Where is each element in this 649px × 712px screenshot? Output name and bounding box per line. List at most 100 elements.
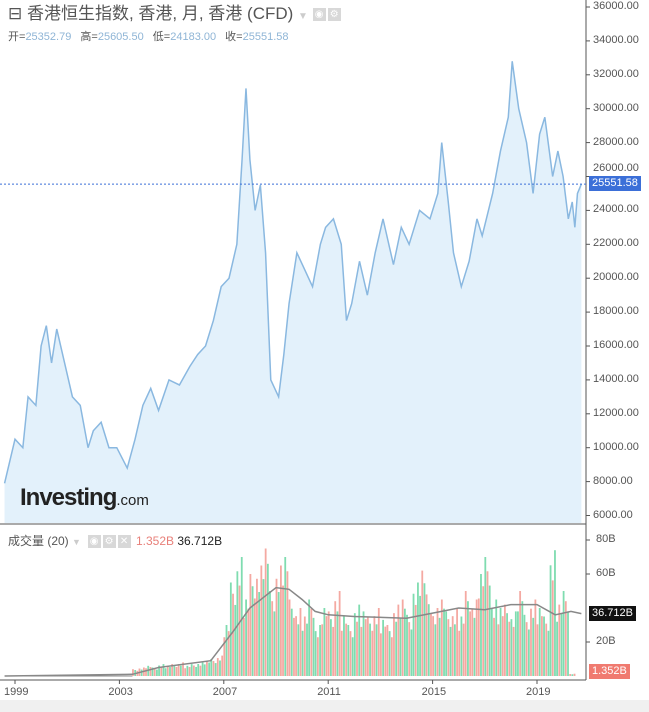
volume-bar [179, 665, 182, 676]
volume-bar [534, 599, 537, 676]
volume-bar [290, 608, 293, 676]
dropdown-icon[interactable]: ▼ [72, 537, 81, 547]
volume-bar [549, 565, 552, 676]
volume-bar [240, 557, 243, 676]
ohlc-readout: 开=25352.79 高=25605.50 低=24183.00 收=25551… [8, 31, 295, 44]
dropdown-icon[interactable]: ▼ [298, 11, 308, 22]
gear-icon[interactable]: ⚙ [102, 535, 116, 549]
price-tick-label: 18000.00 [593, 305, 639, 318]
gear-icon[interactable]: ⚙ [327, 8, 341, 22]
volume-bar [503, 604, 506, 676]
volume-bar [449, 626, 452, 676]
volume-bar [382, 619, 385, 676]
price-tick-label: 24000.00 [593, 203, 639, 216]
volume-bar [258, 592, 261, 676]
volume-bar [238, 585, 241, 676]
volume-bar [393, 613, 395, 676]
volume-bar [510, 619, 513, 676]
scrollbar [0, 700, 649, 712]
volume-bar [554, 550, 556, 676]
volume-bar [271, 601, 274, 676]
volume-bar [445, 611, 448, 676]
volume-bar [249, 574, 252, 676]
volume-bar [229, 582, 232, 676]
high-value: 25605.50 [97, 31, 144, 43]
volume-bar [188, 667, 191, 676]
volume-bar [395, 621, 398, 676]
volume-bar [303, 616, 306, 676]
volume-bar [316, 637, 319, 676]
volume-bar [562, 591, 565, 676]
price-tick-label: 10000.00 [593, 440, 639, 453]
volume-bar [456, 608, 458, 676]
volume-bar [190, 664, 193, 676]
volume-bar [521, 601, 524, 676]
volume-bar [158, 665, 160, 676]
volume-bar [490, 608, 493, 676]
volume-bar [227, 631, 230, 676]
volume-bar [388, 631, 391, 676]
collapse-icon[interactable]: ⊟ [8, 4, 27, 23]
volume-bar [145, 668, 147, 676]
volume-bar [480, 574, 482, 676]
volume-bar [132, 669, 134, 676]
symbol-title[interactable]: 香港恒生指数, 香港, 月, 香港 (CFD) [26, 4, 294, 23]
volume-title[interactable]: 成交量 (20) [8, 534, 69, 548]
volume-bar [221, 655, 224, 676]
volume-bar [203, 664, 206, 676]
volume-bar [332, 626, 335, 676]
volume-bar [186, 665, 189, 676]
volume-bar [366, 616, 369, 676]
volume-bar [384, 626, 387, 676]
eye-icon[interactable]: ◉ [312, 8, 326, 22]
volume-bar [216, 658, 219, 676]
volume-bar [514, 611, 517, 676]
volume-bar [551, 580, 554, 676]
price-tick-label: 34000.00 [593, 33, 639, 46]
volume-bar [156, 669, 158, 676]
volume-bar [301, 630, 304, 676]
volume-bar [462, 623, 465, 676]
volume-bar [334, 601, 337, 676]
eye-icon[interactable]: ◉ [87, 535, 101, 549]
volume-bar [219, 660, 221, 676]
time-tick-label: 2007 [212, 686, 238, 698]
volume-bar [336, 611, 339, 676]
close-icon[interactable]: ✕ [117, 535, 131, 549]
volume-bar [508, 621, 511, 676]
volume-bar [162, 664, 165, 676]
volume-bar [386, 625, 389, 676]
volume-bar [153, 668, 156, 676]
volume-bar [251, 586, 254, 676]
volume-bar [242, 617, 245, 676]
volume-bar [151, 667, 154, 676]
volume-bar [330, 619, 332, 676]
volume-bar [425, 594, 428, 676]
volume-bar [421, 570, 424, 676]
volume-bar [538, 608, 541, 676]
volume-bar [164, 668, 167, 676]
volume-ma-tag: 36.712B [589, 605, 636, 621]
volume-bar [323, 608, 326, 676]
volume-bar [347, 625, 350, 676]
volume-bar [232, 593, 234, 676]
volume-bar [338, 591, 341, 676]
volume-bar [467, 601, 469, 676]
volume-bar [573, 673, 576, 676]
volume-bar [397, 604, 400, 676]
volume-bar [210, 659, 213, 676]
volume-bar [399, 617, 402, 676]
volume-bar [349, 631, 352, 676]
volume-bar [256, 578, 258, 676]
volume-bar [214, 663, 217, 676]
volume-bar [362, 611, 365, 676]
volume-bar [280, 565, 282, 676]
volume-bar [547, 630, 550, 676]
close-value: 25551.58 [242, 31, 289, 43]
volume-tick-label: 80B [596, 533, 616, 545]
volume-bar [340, 630, 343, 676]
volume-tick-label: 20B [596, 635, 616, 647]
volume-bar [543, 616, 545, 676]
volume-bar [571, 674, 574, 676]
